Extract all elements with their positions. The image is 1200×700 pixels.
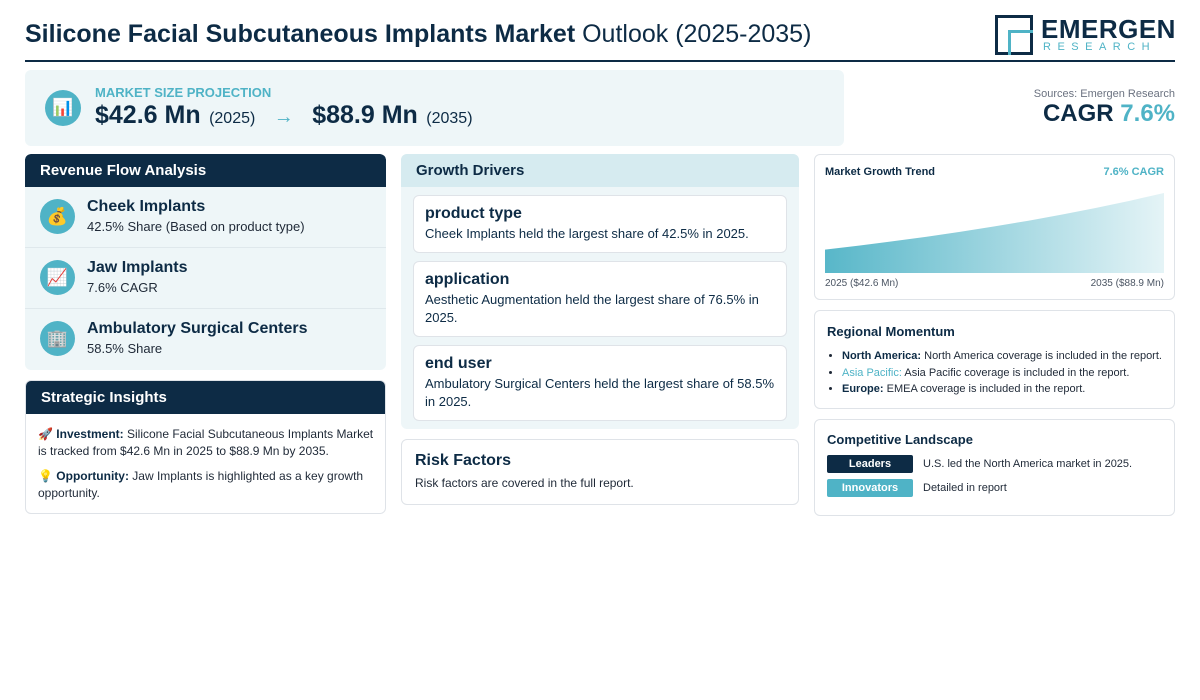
region-list: North America: North America coverage is… <box>842 348 1172 398</box>
revenue-item-title: Ambulatory Surgical Centers <box>87 320 308 337</box>
trend-start-label: 2025 ($42.6 Mn) <box>825 278 899 289</box>
revenue-item-sub: 58.5% Share <box>87 341 163 356</box>
lightbulb-icon: 💡 <box>38 469 53 483</box>
logo-word: EMERGEN <box>1041 14 1176 44</box>
innovators-badge: Innovators <box>827 479 913 497</box>
trend-title: Market Growth Trend <box>825 166 936 178</box>
leaders-badge: Leaders <box>827 455 913 473</box>
region-item-north-america: North America: North America coverage is… <box>842 348 1172 365</box>
risk-factors-text: Risk factors are covered in the full rep… <box>415 476 634 490</box>
cagr-label: CAGR <box>1042 100 1114 127</box>
growth-drivers-heading: Growth Drivers <box>401 154 799 187</box>
competitive-row-leaders: Leaders U.S. led the North America marke… <box>827 455 1167 473</box>
risk-factors-panel: Risk Factors Risk factors are covered in… <box>401 439 799 505</box>
growth-trend-chart <box>825 193 1164 273</box>
competitive-landscape-card: Competitive Landscape Leaders U.S. led t… <box>814 419 1175 516</box>
start-year: (2025) <box>209 110 256 127</box>
revenue-item-sub: 42.5% Share (Based on product type) <box>87 219 305 234</box>
logo-mark-icon <box>995 15 1033 55</box>
leaders-text: U.S. led the North America market in 202… <box>923 458 1133 470</box>
projection-label: MARKET SIZE PROJECTION <box>95 85 272 100</box>
rocket-icon: 🚀 <box>38 427 53 441</box>
revenue-item-title: Jaw Implants <box>87 259 188 276</box>
region-item-europe: Europe: EMEA coverage is included in the… <box>842 381 1172 398</box>
opportunity-insight: 💡 Opportunity: Jaw Implants is highlight… <box>38 469 364 500</box>
end-value: $88.9 Mn <box>312 101 418 129</box>
region-item-asia-pacific: Asia Pacific: Asia Pacific coverage is i… <box>842 365 1172 382</box>
risk-factors-heading: Risk Factors <box>415 452 512 469</box>
investment-insight: 🚀 Investment: Silicone Facial Subcutaneo… <box>38 427 374 458</box>
growth-area <box>825 193 1164 273</box>
end-year: (2035) <box>426 110 473 127</box>
page-header: Silicone Facial Subcutaneous Implants Ma… <box>25 10 1175 62</box>
projection-values: $42.6 Mn (2025) → $88.9 Mn (2035) <box>95 101 473 130</box>
revenue-item-jaw: 📈 Jaw Implants 7.6% CAGR <box>25 248 386 309</box>
driver-text: Aesthetic Augmentation held the largest … <box>425 292 759 325</box>
driver-text: Ambulatory Surgical Centers held the lar… <box>425 376 775 409</box>
strategic-insights-panel: Strategic Insights 🚀 Investment: Silicon… <box>25 380 386 514</box>
regional-momentum-card: Regional Momentum North America: North A… <box>814 310 1175 409</box>
driver-card-product-type: product type Cheek Implants held the lar… <box>413 195 787 253</box>
competitive-landscape-heading: Competitive Landscape <box>827 432 973 447</box>
driver-title: product type <box>425 205 522 222</box>
regional-momentum-heading: Regional Momentum <box>827 324 955 339</box>
cagr-value: 7.6% <box>1120 100 1175 127</box>
bar-chart-icon: 📊 <box>45 90 81 126</box>
cagr-summary: CAGR 7.6% <box>1043 100 1175 128</box>
driver-title: end user <box>425 355 492 372</box>
driver-text: Cheek Implants held the largest share of… <box>425 226 749 241</box>
start-value: $42.6 Mn <box>95 101 201 129</box>
money-bag-icon: 💰 <box>40 199 75 234</box>
market-size-projection: 📊 MARKET SIZE PROJECTION $42.6 Mn (2025)… <box>25 70 844 146</box>
page-title: Silicone Facial Subcutaneous Implants Ma… <box>25 20 812 48</box>
trend-end-label: 2035 ($88.9 Mn) <box>1090 278 1164 289</box>
revenue-item-title: Cheek Implants <box>87 198 206 215</box>
arrow-right-icon: → <box>273 106 294 128</box>
revenue-flow-heading: Revenue Flow Analysis <box>25 154 386 187</box>
driver-title: application <box>425 271 510 288</box>
emergen-research-logo[interactable]: EMERGEN RESEARCH <box>995 14 1175 56</box>
strategic-insights-heading: Strategic Insights <box>26 381 385 414</box>
sources-note: Sources: Emergen Research <box>1033 88 1175 100</box>
driver-card-application: application Aesthetic Augmentation held … <box>413 261 787 337</box>
trend-cagr: 7.6% CAGR <box>1103 166 1164 178</box>
building-icon: 🏢 <box>40 321 75 356</box>
market-growth-trend-card: Market Growth Trend 7.6% CAGR 2025 ($42.… <box>814 154 1175 300</box>
revenue-item-ambulatory: 🏢 Ambulatory Surgical Centers 58.5% Shar… <box>25 309 386 370</box>
revenue-item-cheek: 💰 Cheek Implants 42.5% Share (Based on p… <box>25 187 386 248</box>
revenue-item-sub: 7.6% CAGR <box>87 280 158 295</box>
growth-drivers-panel: Growth Drivers product type Cheek Implan… <box>401 154 799 429</box>
competitive-row-innovators: Innovators Detailed in report <box>827 479 1167 497</box>
trend-up-icon: 📈 <box>40 260 75 295</box>
driver-card-end-user: end user Ambulatory Surgical Centers hel… <box>413 345 787 421</box>
logo-subword: RESEARCH <box>1043 41 1157 53</box>
revenue-flow-panel: Revenue Flow Analysis 💰 Cheek Implants 4… <box>25 154 386 370</box>
innovators-text: Detailed in report <box>923 482 1007 494</box>
